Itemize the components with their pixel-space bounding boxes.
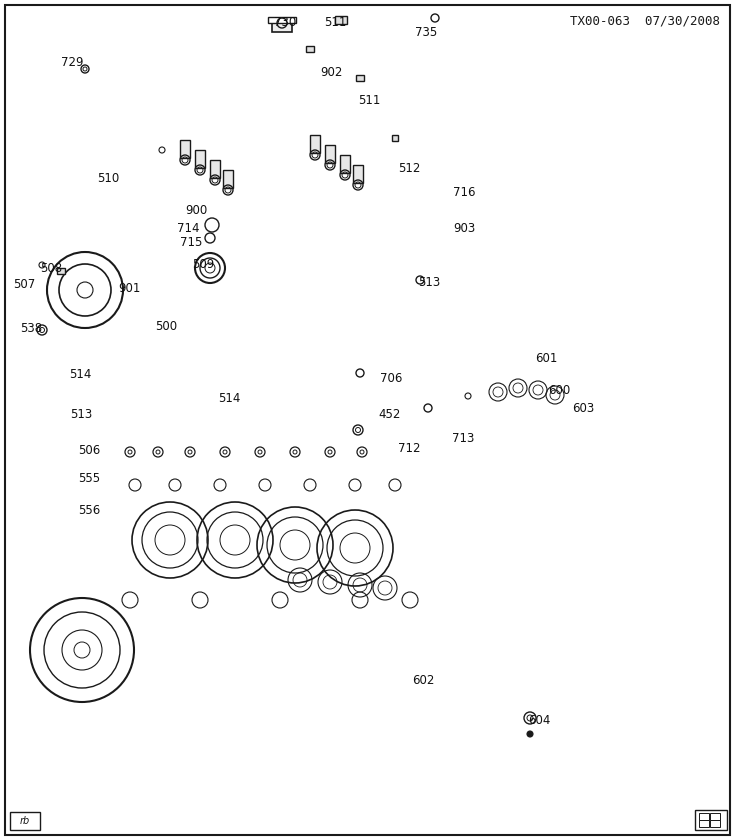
- Text: 603: 603: [572, 402, 595, 414]
- Text: 712: 712: [398, 442, 420, 454]
- Bar: [353, 165, 363, 183]
- Text: 715: 715: [179, 235, 202, 249]
- Text: 508: 508: [40, 261, 62, 275]
- Text: 556: 556: [78, 503, 100, 517]
- Bar: [392, 135, 398, 141]
- Bar: [340, 155, 350, 173]
- Text: 602: 602: [412, 674, 434, 686]
- Bar: [695, 810, 727, 830]
- Bar: [306, 46, 314, 52]
- Text: 507: 507: [12, 279, 35, 291]
- Bar: [310, 135, 320, 153]
- Bar: [10, 812, 40, 830]
- Text: 509: 509: [192, 259, 214, 271]
- Text: 903: 903: [453, 222, 476, 234]
- Text: 706: 706: [380, 371, 402, 385]
- Bar: [223, 170, 233, 188]
- Bar: [710, 813, 720, 820]
- Text: 510: 510: [97, 171, 119, 185]
- Bar: [195, 150, 205, 168]
- Bar: [325, 145, 335, 163]
- Text: 714: 714: [177, 222, 200, 234]
- Text: 730: 730: [274, 15, 296, 29]
- Text: 604: 604: [528, 713, 551, 727]
- Bar: [335, 16, 347, 24]
- Text: 555: 555: [78, 471, 100, 485]
- Text: 713: 713: [452, 432, 474, 444]
- Text: rb: rb: [20, 816, 30, 826]
- Text: 729: 729: [61, 56, 83, 70]
- Text: 735: 735: [415, 25, 437, 39]
- Text: 716: 716: [453, 186, 476, 198]
- Text: 601: 601: [535, 351, 557, 365]
- Text: 514: 514: [218, 391, 240, 405]
- Text: 500: 500: [155, 319, 177, 333]
- Text: TX00-063  07/30/2008: TX00-063 07/30/2008: [570, 15, 720, 28]
- Bar: [272, 20, 292, 32]
- Text: 511: 511: [358, 93, 381, 107]
- Bar: [356, 75, 364, 81]
- Text: 514: 514: [70, 369, 92, 381]
- Bar: [210, 160, 220, 178]
- Bar: [710, 820, 720, 827]
- Text: 512: 512: [398, 161, 420, 175]
- Text: 506: 506: [78, 444, 100, 456]
- Bar: [699, 813, 709, 820]
- Text: 600: 600: [548, 384, 570, 396]
- Bar: [699, 820, 709, 827]
- Text: 452: 452: [378, 408, 401, 422]
- Bar: [268, 17, 296, 23]
- Text: 513: 513: [418, 276, 440, 288]
- Text: 511: 511: [324, 15, 346, 29]
- Circle shape: [527, 731, 533, 737]
- Text: 538: 538: [20, 322, 42, 334]
- Text: 900: 900: [186, 203, 208, 217]
- Text: 902: 902: [320, 66, 343, 78]
- Bar: [180, 140, 190, 158]
- Text: 513: 513: [70, 408, 92, 422]
- Text: 901: 901: [118, 281, 140, 295]
- Bar: [57, 268, 65, 274]
